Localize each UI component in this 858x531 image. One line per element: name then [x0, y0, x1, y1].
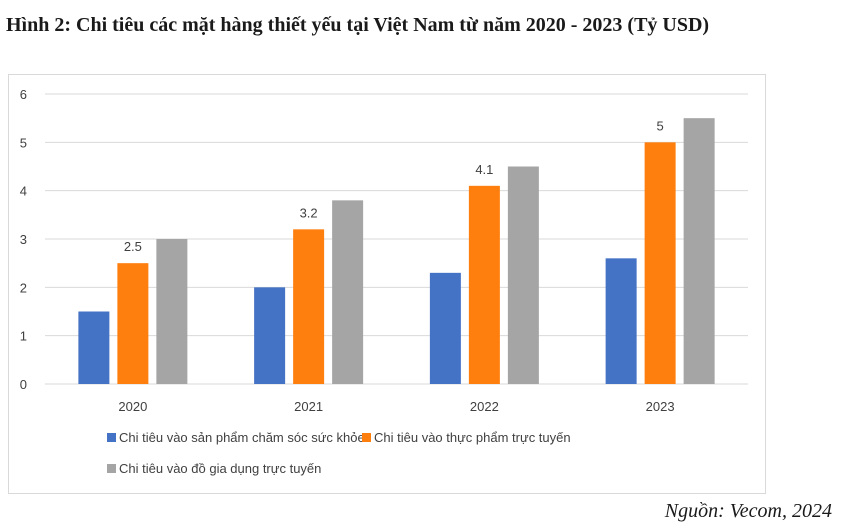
bar [468, 185, 500, 384]
y-tick-label: 1 [20, 329, 27, 344]
bar [683, 118, 715, 385]
chart-title: Hình 2: Chi tiêu các mặt hàng thiết yếu … [6, 14, 710, 36]
x-tick-label: 2023 [646, 399, 675, 414]
bar [429, 272, 461, 384]
legend-label: Chi tiêu vào đồ gia dụng trực tuyến [119, 461, 321, 476]
data-label: 4.1 [475, 162, 493, 177]
x-tick-label: 2021 [294, 399, 323, 414]
y-tick-label: 5 [20, 135, 27, 150]
x-tick-label: 2022 [470, 399, 499, 414]
legend-swatch [362, 433, 371, 442]
bar [117, 263, 149, 384]
legend-swatch [107, 464, 116, 473]
y-tick-label: 3 [20, 232, 27, 247]
bar [605, 258, 637, 384]
y-tick-label: 4 [20, 184, 27, 199]
x-tick-label: 2020 [118, 399, 147, 414]
legend-swatch [107, 433, 116, 442]
bar [332, 200, 364, 384]
data-label: 3.2 [300, 205, 318, 220]
source-note: Nguồn: Vecom, 2024 [664, 500, 832, 522]
data-label: 5 [657, 118, 664, 133]
y-tick-label: 0 [20, 377, 27, 392]
bar [293, 229, 325, 384]
bar [78, 311, 110, 384]
bar [156, 239, 188, 384]
legend-label: Chi tiêu vào thực phẩm trực tuyến [374, 430, 571, 445]
bar [507, 166, 539, 384]
bar [254, 287, 286, 384]
chart-frame [8, 74, 766, 494]
bar [644, 142, 676, 384]
data-label: 2.5 [124, 239, 142, 254]
y-tick-label: 2 [20, 280, 27, 295]
y-tick-label: 6 [20, 87, 27, 102]
legend-label: Chi tiêu vào sản phẩm chăm sóc sức khỏe [119, 430, 365, 445]
